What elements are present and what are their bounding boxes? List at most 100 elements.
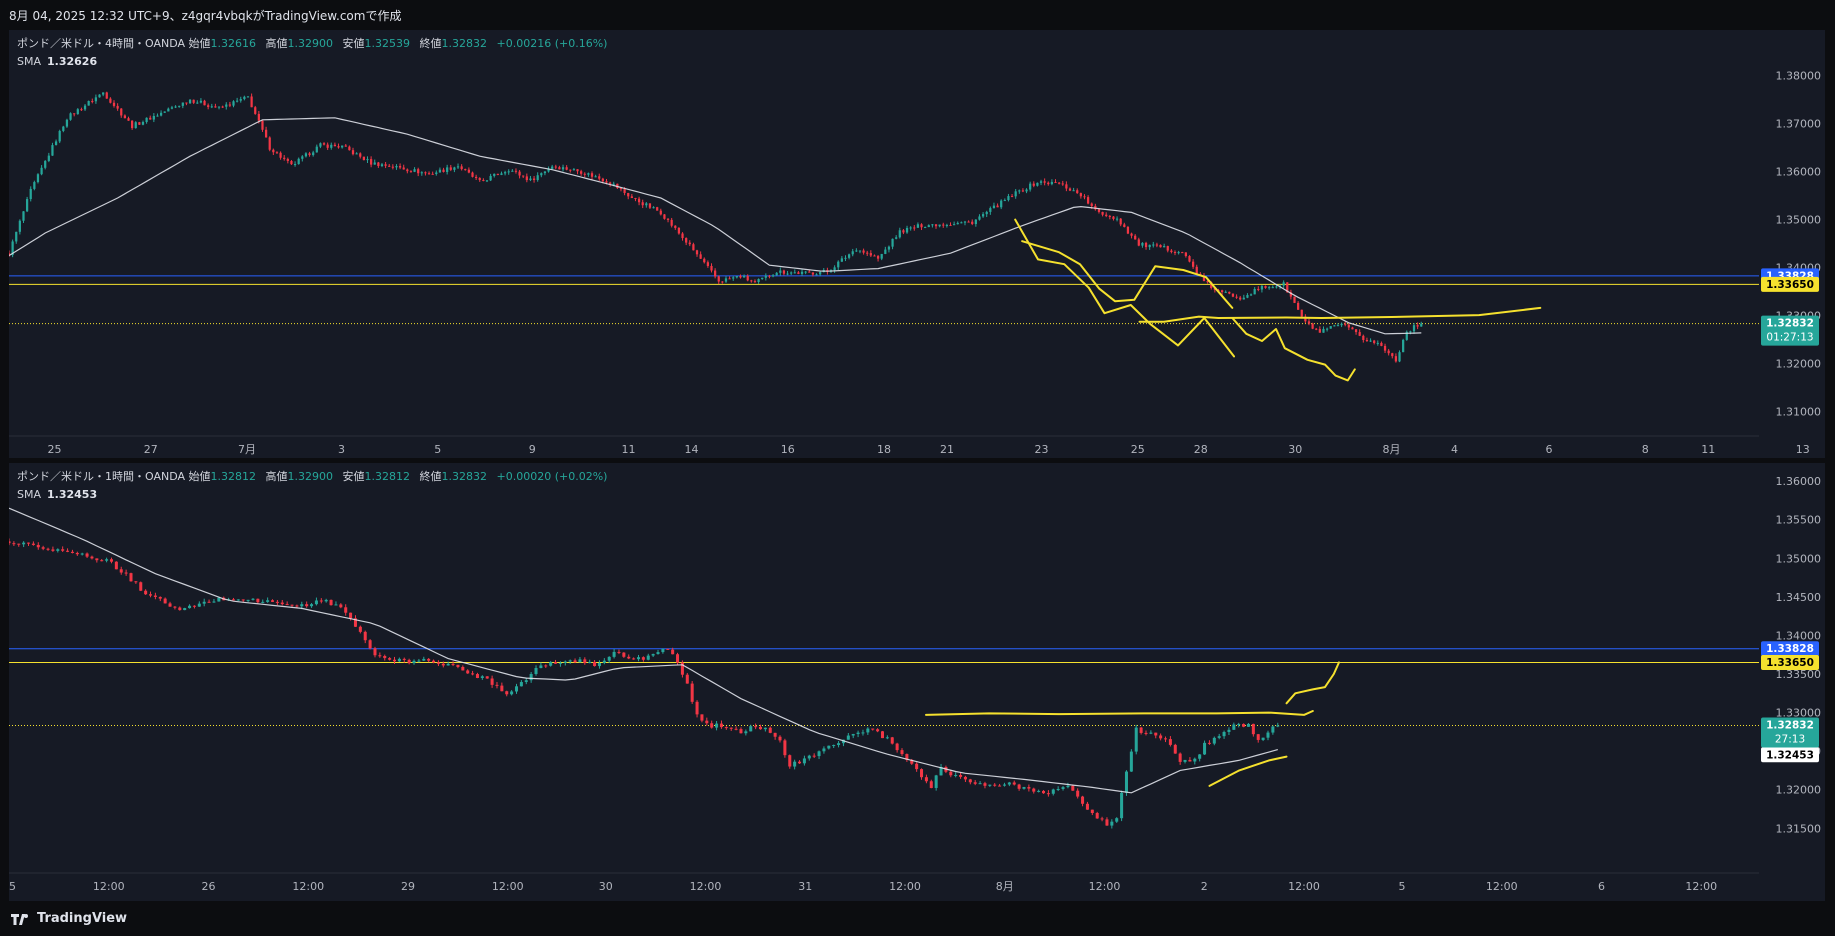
chart-svg-1h[interactable]: 1.36000 1.35500 1.35000 1.34500 1.34000 1.335…	[9, 463, 1825, 901]
candle	[746, 274, 749, 282]
candle	[768, 726, 772, 734]
candle	[192, 99, 195, 105]
candle	[1010, 194, 1014, 198]
candle	[116, 103, 119, 111]
candle	[312, 150, 315, 157]
candle	[98, 94, 101, 98]
candle	[207, 103, 210, 110]
candle-body	[105, 559, 109, 561]
candle-body	[666, 218, 670, 220]
candle	[310, 603, 314, 608]
candle	[1181, 251, 1184, 254]
candle	[1012, 780, 1016, 786]
legend-sma-label[interactable]: SMA	[17, 55, 41, 68]
candle-body	[196, 102, 199, 104]
candle	[844, 255, 847, 262]
candle-body	[33, 182, 36, 189]
candle-body	[503, 172, 507, 174]
candle-body	[1376, 342, 1379, 344]
candle	[544, 664, 548, 668]
candle-body	[1095, 813, 1099, 819]
candle	[1260, 284, 1264, 293]
chart-panel-1h[interactable]: 1.36000 1.35500 1.35000 1.34500 1.34000 1.335…	[9, 463, 1825, 901]
y-tick-label: 1.32000	[1776, 358, 1822, 371]
candle-body	[551, 166, 554, 169]
candle-body	[144, 590, 148, 595]
candle	[1391, 352, 1394, 359]
candle-body	[383, 655, 387, 659]
candle	[185, 102, 188, 106]
candle	[239, 96, 242, 103]
candle	[210, 103, 213, 109]
candle	[105, 557, 109, 563]
candle	[420, 171, 423, 176]
candle-body	[590, 173, 594, 177]
candle	[822, 268, 825, 273]
candle-body	[388, 165, 391, 167]
candle-body	[417, 169, 420, 174]
candle	[1083, 194, 1086, 200]
candle	[739, 727, 743, 734]
candle-body	[436, 662, 440, 664]
candle-body	[742, 275, 746, 278]
candle-body	[1387, 350, 1390, 354]
candle	[617, 649, 621, 655]
candle	[199, 98, 203, 104]
chart-panel-4h[interactable]: 1.380001.370001.360001.350001.340001.330…	[9, 30, 1825, 458]
candle	[73, 113, 76, 117]
candle	[355, 152, 358, 155]
candle	[152, 113, 155, 123]
candle	[188, 604, 192, 609]
candle	[1373, 339, 1376, 345]
blue-level-price-tag: 1.33828	[1766, 643, 1814, 655]
candle	[1168, 736, 1172, 747]
candle	[529, 175, 532, 182]
tradingview-logo[interactable]: TradingView	[10, 911, 127, 926]
candle-body	[1181, 252, 1184, 254]
candle-body	[1220, 290, 1224, 293]
candle-body	[1249, 294, 1253, 296]
candle-body	[156, 115, 159, 117]
candle	[1275, 284, 1278, 289]
candle	[1076, 188, 1079, 194]
candle-body	[648, 203, 652, 208]
candle-body	[44, 160, 47, 168]
candle	[467, 167, 471, 174]
candle-body	[236, 100, 239, 102]
legend-sma-label[interactable]: SMA	[17, 488, 41, 501]
candle	[934, 774, 938, 791]
candle-body	[971, 221, 974, 225]
candle-body	[1347, 324, 1350, 328]
candle-body	[12, 543, 16, 545]
candle-body	[1275, 286, 1278, 288]
candle	[384, 161, 387, 169]
candle	[221, 105, 224, 108]
candle-body	[646, 655, 650, 660]
legend-low-label: 安値	[342, 470, 365, 483]
candle-body	[985, 211, 988, 215]
candle	[856, 730, 860, 738]
candle	[800, 269, 804, 276]
candle	[51, 546, 55, 552]
candle-body	[1420, 323, 1423, 327]
candle	[178, 606, 182, 611]
candle	[507, 169, 510, 175]
candle-body	[539, 665, 543, 669]
legend-symbol[interactable]: ポンド／米ドル・4時間・OANDA	[17, 37, 186, 50]
candle	[301, 155, 304, 162]
candle-body	[1050, 181, 1054, 185]
candle	[236, 599, 240, 601]
candle-body	[739, 729, 743, 734]
chart-svg-4h[interactable]: 1.380001.370001.360001.350001.340001.330…	[9, 30, 1825, 458]
candle-body	[500, 685, 504, 692]
candle-body	[827, 745, 831, 749]
legend-symbol[interactable]: ポンド／米ドル・1時間・OANDA	[17, 470, 186, 483]
candle-body	[692, 244, 695, 251]
candle-body	[134, 581, 138, 583]
candle-body	[392, 659, 397, 662]
candle-body	[588, 661, 592, 664]
candle-body	[663, 214, 666, 219]
candle-body	[461, 666, 465, 671]
candle-body	[1340, 323, 1343, 326]
candle	[31, 541, 35, 546]
